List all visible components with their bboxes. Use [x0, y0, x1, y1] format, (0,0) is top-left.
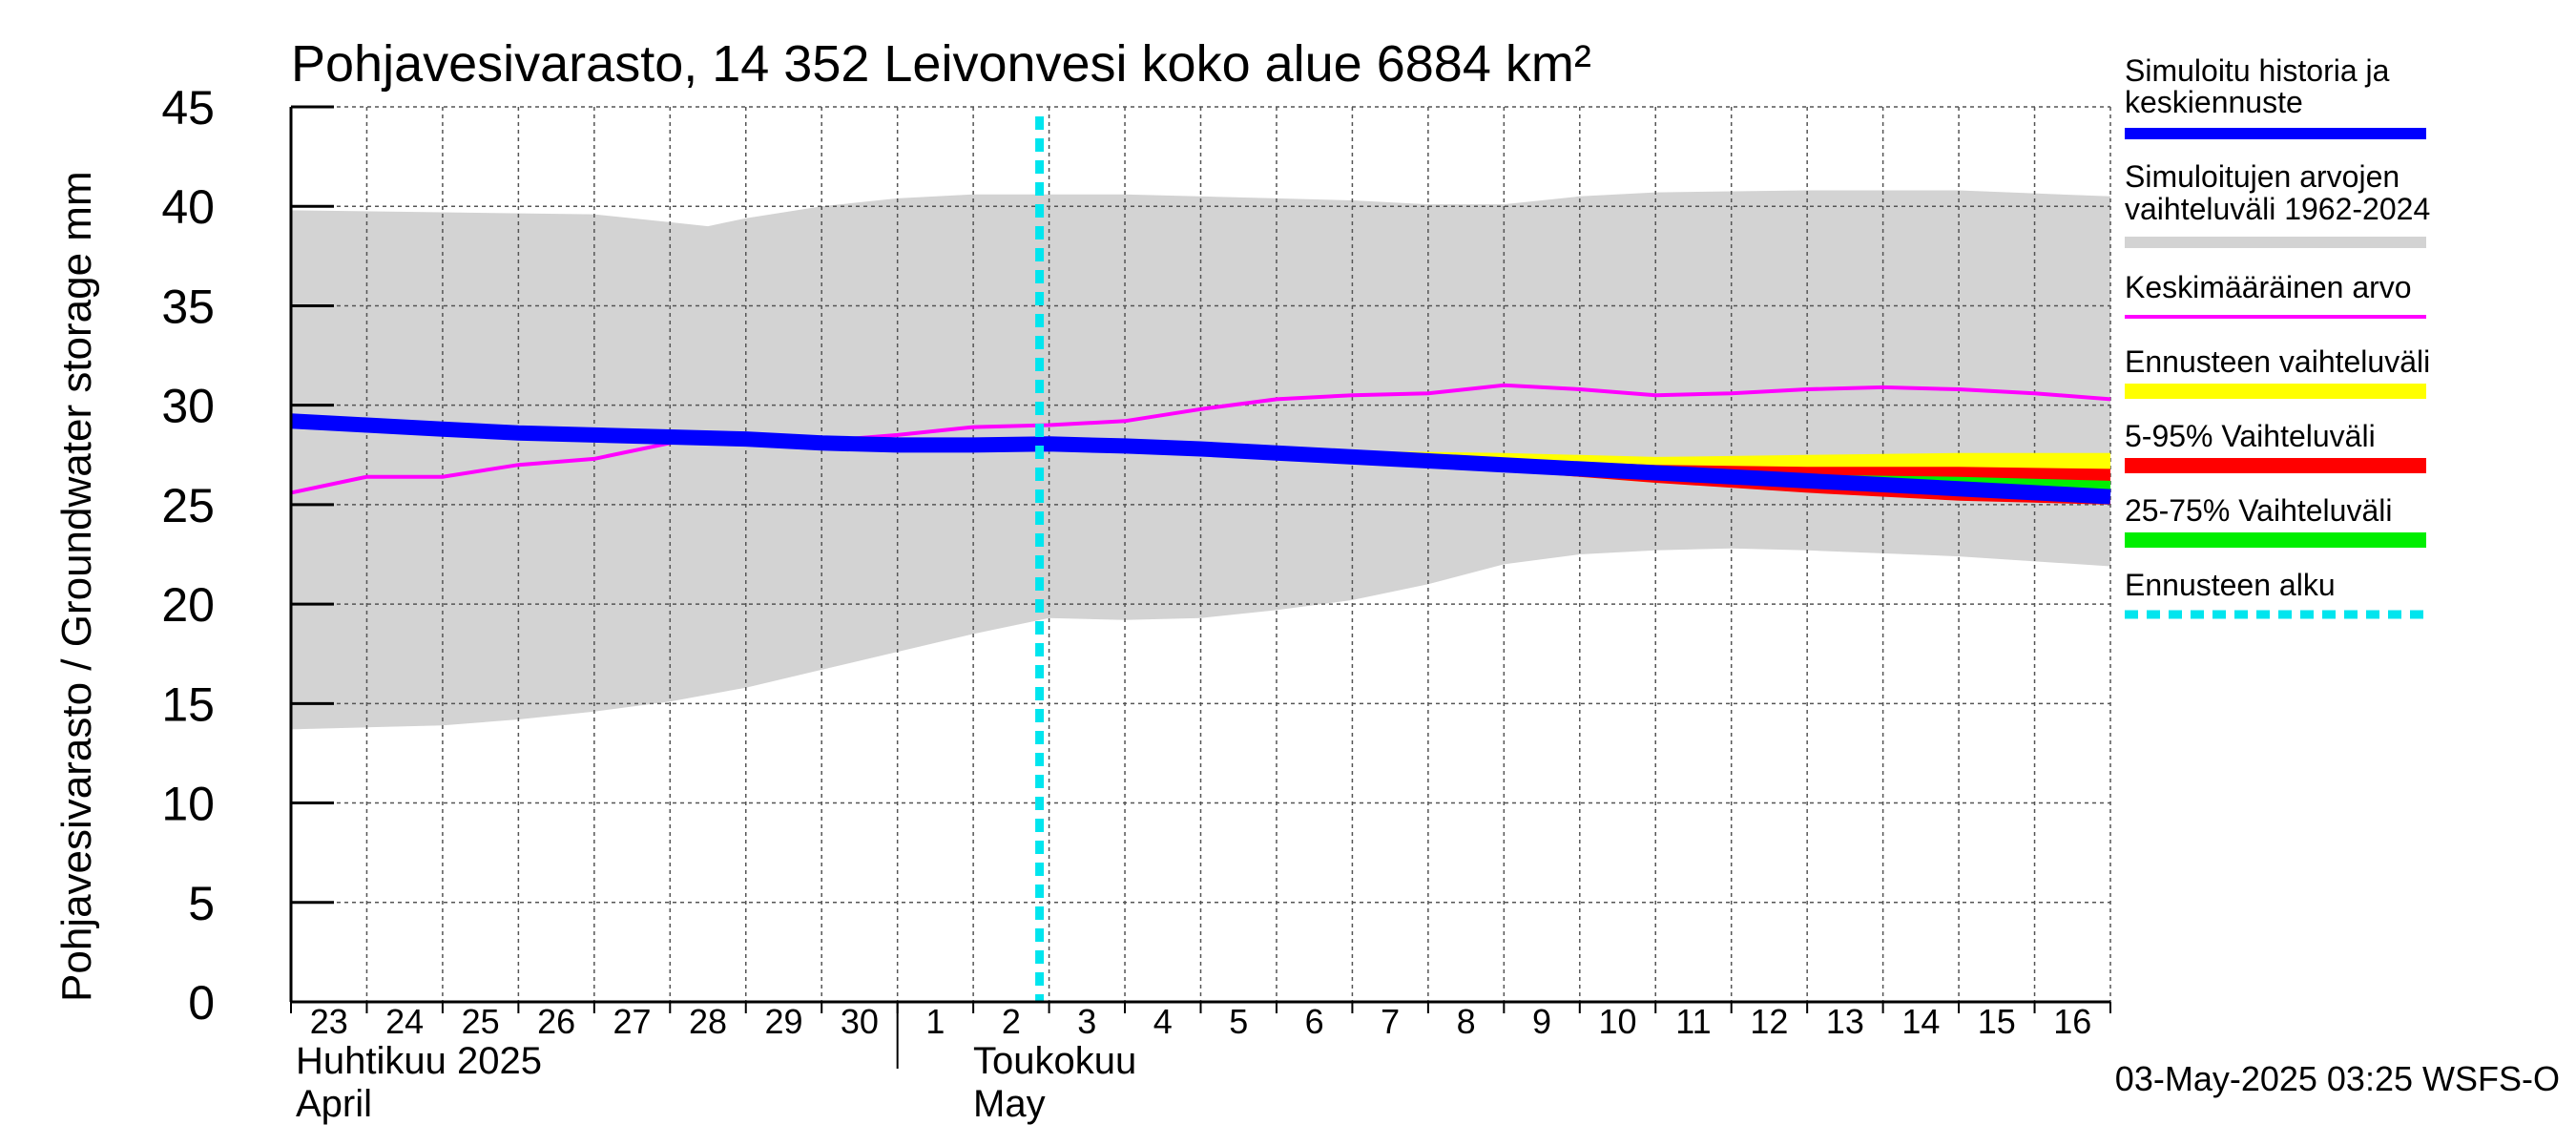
y-tick-label: 45: [161, 81, 215, 135]
y-tick-label: 25: [161, 479, 215, 532]
y-axis-labels: 0 5 10 15 20 25 30 35 40 45: [161, 81, 215, 1030]
x-day-label: 6: [1305, 1002, 1324, 1041]
y-tick-label: 40: [161, 180, 215, 234]
legend-label-p25_75: 25-75% Vaihteluväli: [2125, 493, 2392, 528]
month-label-april-fi: Huhtikuu 2025: [296, 1040, 542, 1082]
x-day-label: 14: [1901, 1002, 1940, 1041]
y-axis-label: Pohjavesivarasto / Groundwater storage m…: [53, 171, 100, 1002]
x-day-label: 4: [1153, 1002, 1173, 1041]
y-tick-label: 5: [188, 877, 215, 930]
mean-line: [290, 383, 2111, 495]
legend-label-forecast_start: Ennusteen alku: [2125, 568, 2336, 602]
legend-label-history: keskiennuste: [2125, 85, 2303, 119]
x-day-label: 30: [841, 1002, 879, 1041]
y-tick-label: 30: [161, 380, 215, 433]
x-day-label: 5: [1229, 1002, 1248, 1041]
month-label-may-fi: Toukokuu: [973, 1040, 1136, 1082]
legend-label-p5_95: 5-95% Vaihteluväli: [2125, 419, 2376, 453]
y-tick-label: 0: [188, 976, 215, 1030]
axes: [289, 105, 2111, 1069]
footer-timestamp: 03-May-2025 03:25 WSFS-O: [2115, 1059, 2560, 1098]
x-day-label: 12: [1750, 1002, 1788, 1041]
x-day-label: 28: [689, 1002, 727, 1041]
x-day-label: 13: [1826, 1002, 1864, 1041]
history-line: [290, 413, 2111, 505]
x-day-label: 2: [1002, 1002, 1021, 1041]
x-day-label: 15: [1978, 1002, 2016, 1041]
x-day-label: 9: [1532, 1002, 1551, 1041]
x-day-label: 7: [1381, 1002, 1400, 1041]
x-axis-labels: 23 24 25 26 27 28 29 30 1 2 3 4 5 6 7 8 9 10 11 12 13 14 15 16: [310, 1002, 2092, 1041]
grid-lines: [291, 106, 2111, 1002]
legend-label-range: vaihteluväli 1962-2024: [2125, 192, 2430, 226]
y-tick-label: 20: [161, 578, 215, 632]
y-tick-label: 10: [161, 778, 215, 831]
x-day-label: 3: [1077, 1002, 1096, 1041]
legend-label-mean: Keskimääräinen arvo: [2125, 270, 2412, 304]
legend-label-history: Simuloitu historia ja: [2125, 53, 2390, 88]
y-tick-label: 35: [161, 280, 215, 333]
y-tick-label: 15: [161, 677, 215, 731]
x-day-label: 23: [310, 1002, 348, 1041]
series-lines: [290, 116, 2111, 1002]
x-day-label: 10: [1598, 1002, 1636, 1041]
legend-label-range: Simuloitujen arvojen: [2125, 159, 2399, 194]
x-day-label: 24: [385, 1002, 424, 1041]
x-day-label: 11: [1675, 1002, 1711, 1041]
x-day-label: 1: [925, 1002, 945, 1041]
month-label-may-en: May: [973, 1083, 1046, 1125]
legend-label-forecast_range: Ennusteen vaihteluväli: [2125, 344, 2430, 379]
x-day-label: 27: [613, 1002, 652, 1041]
x-day-label: 26: [537, 1002, 575, 1041]
chart-title: Pohjavesivarasto, 14 352 Leivonvesi koko…: [291, 35, 1591, 93]
x-day-label: 8: [1457, 1002, 1476, 1041]
month-label-april-en: April: [296, 1083, 372, 1125]
x-day-label: 29: [764, 1002, 802, 1041]
x-day-label: 16: [2053, 1002, 2091, 1041]
x-day-label: 25: [462, 1002, 500, 1041]
